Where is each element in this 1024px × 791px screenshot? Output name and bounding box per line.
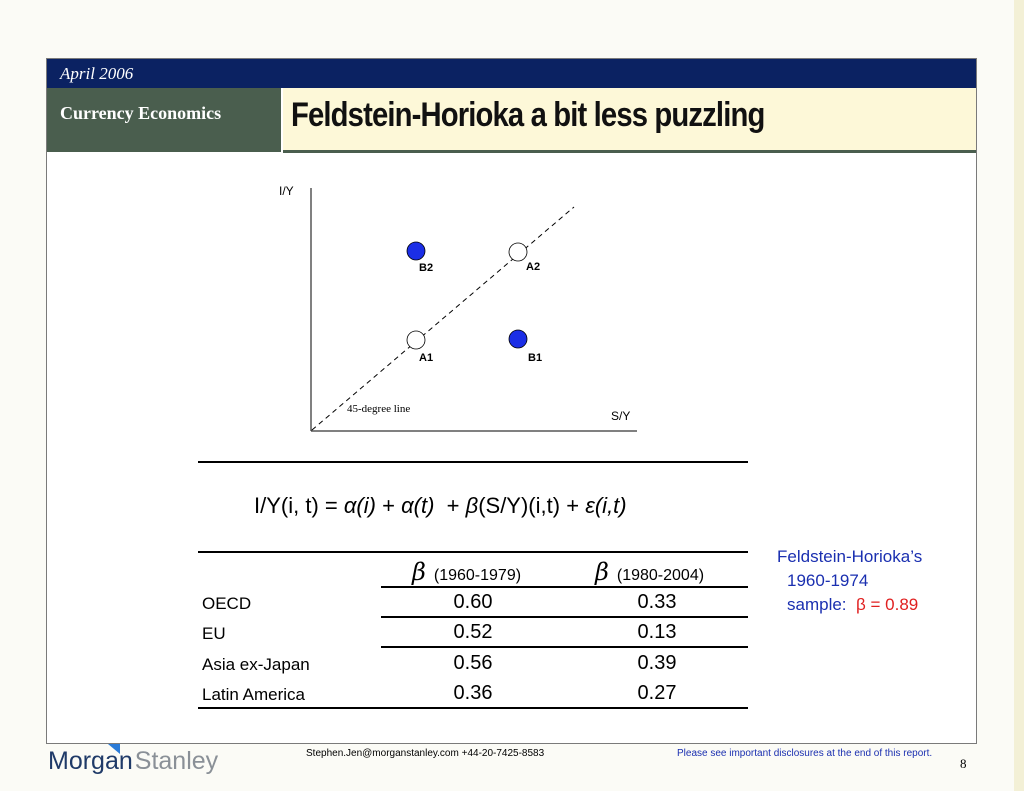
row-name-eu: EU — [202, 624, 226, 643]
eq-alpha-i: α(i) — [343, 493, 376, 518]
page-title: Feldstein-Horioka a bit less puzzling — [291, 96, 765, 134]
col1-beta: β — [412, 558, 426, 586]
table-bottom-rule — [198, 707, 748, 709]
eq-alpha-t: α(t) — [401, 493, 435, 518]
table-header-rule — [198, 551, 748, 553]
logo-stanley: Stanley — [134, 747, 219, 775]
row-asia-v2: 0.39 — [637, 652, 677, 674]
row-rule-2 — [381, 616, 748, 618]
point-b2 — [406, 241, 426, 261]
eq-epsilon: ε(i,t) — [585, 493, 627, 518]
page-number: 8 — [960, 756, 967, 771]
row-rule-3 — [381, 646, 748, 648]
col2-beta: β — [595, 558, 609, 586]
row-oecd-v2: 0.33 — [637, 591, 677, 613]
line-label: 45-degree line — [347, 403, 411, 415]
logo-morgan: Morgan — [48, 747, 133, 775]
logo-mark-icon — [108, 744, 120, 754]
col2-period: (1980-2004) — [616, 567, 705, 584]
title-underline — [283, 150, 976, 153]
eq-beta: β — [465, 493, 479, 518]
row-name-asia: Asia ex-Japan — [202, 655, 310, 674]
disclosure-link[interactable]: Please see important disclosures at the … — [677, 748, 933, 759]
point-label-b2: B2 — [419, 262, 434, 274]
eq-sy: (S/Y)(i,t) — [478, 493, 561, 518]
fh-sample-note: Feldstein-Horioka’s 1960-1974 sample: β … — [777, 545, 922, 617]
row-eu-v2: 0.13 — [637, 621, 677, 643]
section-box — [47, 88, 281, 152]
section-name: Currency Economics — [60, 103, 222, 123]
row-latam-v1: 0.36 — [453, 682, 493, 704]
x-axis-label: S/Y — [611, 409, 631, 423]
morgan-stanley-logo: MorganStanley — [48, 747, 218, 776]
eq-plus-2: + — [446, 493, 460, 518]
note-line-2: 1960-1974 — [787, 571, 869, 590]
col1-period: (1960-1979) — [433, 567, 522, 584]
forty-five-degree-line — [311, 206, 575, 431]
y-axis-label: I/Y — [279, 184, 294, 198]
contact-info: Stephen.Jen@morganstanley.com +44-20-742… — [306, 748, 545, 759]
note-beta-value: β = 0.89 — [855, 595, 919, 614]
row-name-oecd: OECD — [202, 594, 252, 613]
title-box — [283, 88, 976, 150]
row-rule-1 — [381, 586, 748, 588]
point-label-a1: A1 — [419, 352, 434, 364]
note-line-3: sample: β = 0.89 — [777, 593, 922, 617]
regression-equation: I/Y(i, t) = α(i) + α(t) + β(S/Y)(i,t) + … — [254, 493, 627, 519]
row-name-latam: Latin America — [202, 685, 305, 704]
point-b1 — [508, 329, 528, 349]
row-asia-v1: 0.56 — [453, 652, 493, 674]
row-oecd-v1: 0.60 — [453, 591, 493, 613]
table-top-rule — [198, 461, 748, 463]
point-a1 — [406, 330, 426, 350]
column-header-2: β (1980-2004) — [595, 558, 704, 586]
row-eu-v1: 0.52 — [453, 621, 493, 643]
date-bar — [47, 59, 976, 88]
point-label-a2: A2 — [526, 261, 541, 273]
eq-plus-1: + — [382, 493, 395, 518]
row-latam-v2: 0.27 — [637, 682, 677, 704]
eq-plus-3: + — [566, 493, 580, 518]
page-edge — [1014, 0, 1024, 791]
point-label-b1: B1 — [528, 352, 543, 364]
point-a2 — [508, 242, 528, 262]
slide-frame — [46, 58, 977, 744]
eq-lhs: I/Y(i, t) = — [254, 493, 338, 518]
report-date: April 2006 — [60, 64, 134, 83]
note-line-1: Feldstein-Horioka’s — [777, 547, 923, 566]
column-header-1: β (1960-1979) — [412, 558, 521, 586]
note-sample-label: sample: — [787, 595, 847, 614]
